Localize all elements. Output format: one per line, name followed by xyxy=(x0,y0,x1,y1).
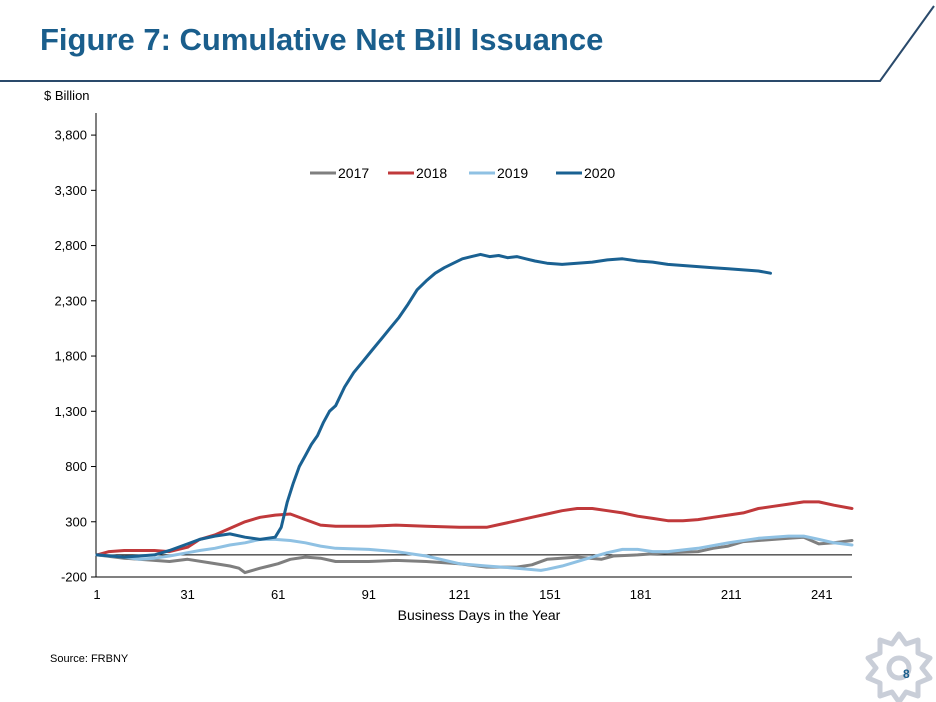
legend-label-2017: 2017 xyxy=(338,165,369,181)
y-tick-label: 1,300 xyxy=(54,404,87,419)
page-number: 8 xyxy=(903,667,910,681)
x-tick-label: 211 xyxy=(721,587,742,602)
y-tick-label: 800 xyxy=(65,459,87,474)
y-tick-label: 2,300 xyxy=(54,293,87,308)
plot-area: -200 300 800 1,300 1,800 2,300 2,800 3,300 3,800… xyxy=(54,113,854,623)
slide-title: Figure 7: Cumulative Net Bill Issuance xyxy=(40,22,604,57)
x-tick-label: 91 xyxy=(362,587,376,602)
x-tick-label: 121 xyxy=(449,587,471,602)
y-tick-label: 1,800 xyxy=(54,349,87,364)
header-rule xyxy=(0,5,935,82)
legend-label-2018: 2018 xyxy=(416,165,447,181)
y-tick-label: 3,300 xyxy=(54,183,87,198)
legend-label-2019: 2019 xyxy=(497,165,528,181)
x-tick-label: 241 xyxy=(811,587,833,602)
legend-label-2020: 2020 xyxy=(584,165,615,181)
y-tick-label: 3,800 xyxy=(54,128,87,143)
x-tick-label: 31 xyxy=(180,587,194,602)
y-tick-label: -200 xyxy=(61,570,87,585)
x-axis-title: Business Days in the Year xyxy=(398,607,561,623)
x-tick-label: 1 xyxy=(93,587,100,602)
y-tick-label: 2,800 xyxy=(54,238,87,253)
x-tick-label: 181 xyxy=(630,587,652,602)
y-tick-label: 300 xyxy=(65,514,87,529)
source-note: Source: FRBNY xyxy=(50,653,129,665)
x-tick-label: 61 xyxy=(271,587,285,602)
series-line-2019 xyxy=(95,534,854,572)
line-chart: -200 300 800 1,300 1,800 2,300 2,800 3,300 3,800… xyxy=(54,113,854,623)
series-line-2020 xyxy=(95,252,772,559)
x-tick-label: 151 xyxy=(539,587,561,602)
y-axis-unit-label: $ Billion xyxy=(44,88,90,103)
frbny-logo-icon xyxy=(865,631,933,702)
series-line-2018 xyxy=(95,500,854,557)
